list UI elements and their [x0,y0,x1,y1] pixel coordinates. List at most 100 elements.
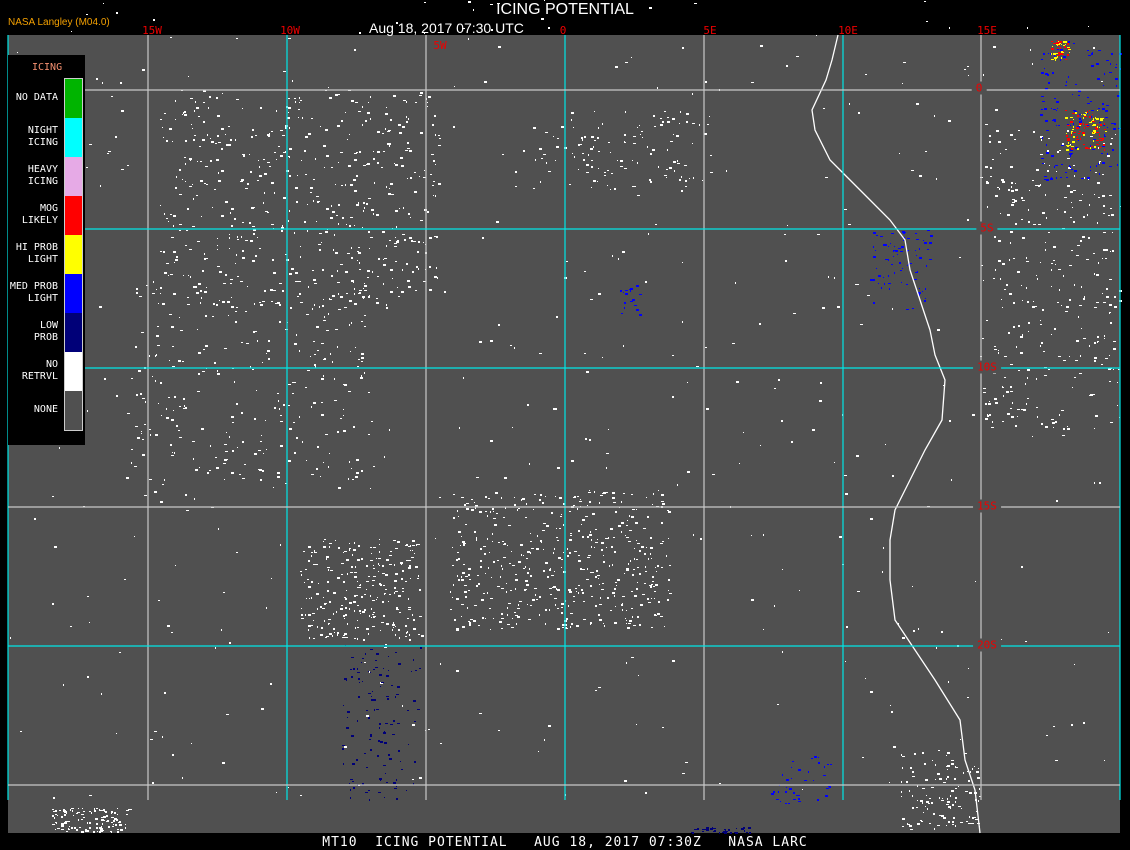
icing-pixel [262,470,264,472]
icing-pixel [632,616,633,618]
icing-pixel [308,546,311,548]
icing-pixel [187,304,190,305]
icing-pixel [279,283,282,284]
icing-pixel [1094,360,1096,362]
icing-pixel [1113,348,1116,350]
icing-pixel [702,831,704,832]
icing-pixel [340,608,343,610]
icing-pixel [370,547,372,548]
icing-pixel [221,629,222,631]
icing-pixel [968,823,971,824]
icing-pixel [277,393,279,394]
icing-pixel [939,815,941,816]
icing-pixel [370,488,371,489]
icing-pixel [265,211,268,212]
icing-pixel [978,768,979,769]
icing-pixel [629,530,632,531]
icing-pixel [218,528,219,530]
icing-pixel [629,515,630,517]
icing-pixel [1070,125,1071,126]
icing-pixel [1094,131,1096,133]
icing-pixel [244,464,246,465]
icing-pixel [368,434,370,435]
icing-pixel [412,550,413,551]
icing-pixel [166,218,168,219]
icing-pixel [888,283,891,284]
icing-pixel [578,555,580,556]
icing-pixel [595,576,597,578]
icing-pixel [483,546,486,547]
icing-pixel [522,498,525,500]
icing-pixel [334,400,337,401]
icing-pixel [335,329,338,330]
icing-pixel [582,536,584,538]
icing-pixel [1113,128,1116,130]
icing-pixel [569,539,572,541]
icing-pixel [1100,140,1103,141]
icing-pixel [1064,211,1066,213]
icing-pixel [430,174,432,175]
icing-pixel [798,801,801,802]
icing-pixel [634,299,635,301]
icing-pixel [355,566,356,568]
icing-pixel [917,800,918,801]
icing-pixel [1069,153,1072,155]
icing-pixel [299,416,300,418]
icing-pixel [785,260,787,262]
icing-pixel [632,299,635,301]
icing-pixel [1086,126,1089,127]
icing-pixel [338,293,339,295]
icing-pixel [141,332,144,333]
icing-pixel [709,116,710,117]
icing-pixel [669,167,672,169]
icing-pixel [1109,304,1112,306]
icing-pixel [476,585,478,587]
icing-pixel [996,130,999,132]
icing-pixel [369,671,370,673]
icing-pixel [822,307,825,309]
icing-pixel [987,415,989,417]
icing-pixel [515,186,517,187]
icing-pixel [1109,312,1110,314]
icing-pixel [412,545,415,546]
icing-pixel [288,156,290,157]
icing-pixel [1084,114,1086,116]
icing-pixel [781,420,783,422]
icing-pixel [354,153,357,154]
icing-pixel [1072,94,1073,95]
icing-pixel [539,614,540,616]
icing-pixel [579,144,582,145]
icing-pixel [310,192,312,193]
icing-pixel [377,597,378,598]
icing-pixel [359,682,360,683]
icing-pixel [282,290,284,292]
icing-pixel [947,769,948,770]
icing-pixel [1092,114,1093,115]
icing-pixel [394,243,397,244]
icing-pixel [578,530,580,532]
icing-pixel [666,555,667,557]
icing-pixel [873,232,876,234]
icing-pixel [34,518,36,520]
icing-pixel [251,136,253,138]
icing-pixel [669,565,671,566]
icing-pixel [653,586,655,587]
icing-pixel [156,289,157,290]
icing-pixel [1006,391,1009,393]
icing-pixel [307,579,309,580]
icing-pixel [193,286,195,288]
icing-pixel [96,827,98,829]
icing-pixel [1079,125,1081,126]
icing-pixel [303,551,305,552]
icing-pixel [288,98,290,99]
icing-pixel [1111,214,1114,216]
icing-pixel [146,285,148,286]
icing-pixel [894,246,895,247]
icing-pixel [566,618,568,620]
icing-pixel [554,598,557,599]
icing-pixel [380,686,381,687]
icing-pixel [402,234,405,235]
icing-pixel [405,636,407,637]
icing-pixel [1083,134,1085,136]
icing-pixel [433,160,435,162]
